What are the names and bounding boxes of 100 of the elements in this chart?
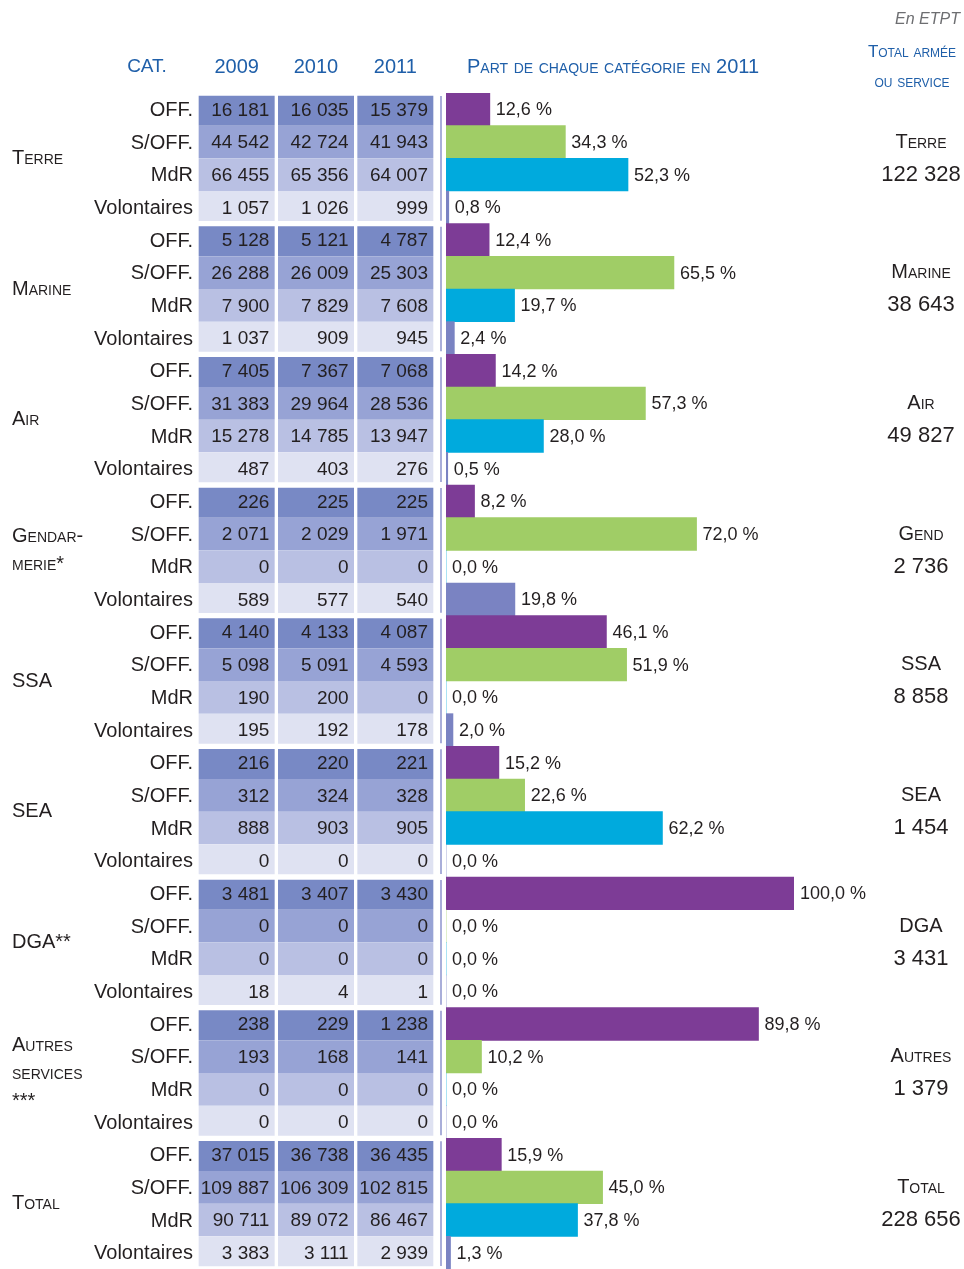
data-label: 34,3 % <box>571 131 628 152</box>
data-label: 66 455 <box>211 163 270 185</box>
data-label: 57,3 % <box>651 393 708 414</box>
data-label: 0 <box>258 1078 270 1100</box>
text: 38 643 <box>887 291 955 317</box>
data-label: 238 <box>237 1013 270 1035</box>
y-tick-label: OFF. <box>149 1012 193 1035</box>
data-label: 0 <box>338 1078 349 1100</box>
data-label: 37 015 <box>211 1143 270 1165</box>
data-label: 487 <box>237 457 270 479</box>
text: Total <box>897 1174 946 1197</box>
data-label: 16 181 <box>211 98 270 120</box>
data-label: 4 593 <box>380 653 428 675</box>
data-label: 3 383 <box>221 1241 270 1263</box>
y-tick-label: Volontaires <box>94 457 193 480</box>
data-label: 0 <box>258 947 270 969</box>
data-label: 0 <box>417 947 428 969</box>
data-label: 0,0 % <box>452 850 499 871</box>
data-label: 3 430 <box>380 882 428 904</box>
data-label: 141 <box>396 1045 428 1067</box>
data-label: 0 <box>338 555 349 577</box>
data-label: 51,9 % <box>632 654 689 675</box>
data-label: 312 <box>237 784 270 806</box>
text: 1 379 <box>893 1075 949 1101</box>
data-label: 1 238 <box>380 1013 428 1035</box>
data-label: 1,3 % <box>456 1242 503 1263</box>
y-tick-label: OFF. <box>149 620 193 643</box>
data-label: 192 <box>316 719 349 741</box>
data-label: 0,0 % <box>452 915 499 936</box>
data-label: 0,0 % <box>452 687 499 708</box>
y-tick-label: MdR <box>150 1208 193 1231</box>
data-label: 221 <box>396 751 428 773</box>
data-label: 26 288 <box>211 261 270 283</box>
data-label: 0,0 % <box>452 1111 499 1132</box>
data-label: 64 007 <box>369 163 428 185</box>
y-tick-label: Volontaires <box>94 1241 193 1264</box>
y-tick-label: S/OFF. <box>130 1045 193 1068</box>
data-label: 36 738 <box>290 1143 349 1165</box>
y-tick-label: Volontaires <box>94 195 193 218</box>
data-label: 3 407 <box>301 882 349 904</box>
data-label: 999 <box>396 196 428 218</box>
data-label: 41 943 <box>369 131 428 153</box>
y-tick-label: OFF. <box>149 228 193 251</box>
data-label: 62,2 % <box>668 817 725 838</box>
data-label: 190 <box>237 686 270 708</box>
data-label: 0,0 % <box>452 981 499 1002</box>
y-tick-label: OFF. <box>149 751 193 774</box>
data-label: 5 128 <box>221 229 270 251</box>
data-label: 216 <box>237 751 270 773</box>
data-label: 0,8 % <box>454 197 501 218</box>
data-label: 5 121 <box>301 229 349 251</box>
y-tick-label: S/OFF. <box>130 261 193 284</box>
data-label: 37,8 % <box>583 1209 640 1230</box>
data-label: 225 <box>396 490 428 512</box>
data-label: 4 087 <box>380 621 428 643</box>
data-label: 13 947 <box>369 425 428 447</box>
y-tick-label: MdR <box>150 816 193 839</box>
y-tick-label: OFF. <box>149 881 193 904</box>
data-label: 0,0 % <box>452 948 499 969</box>
y-tick-label: S/OFF. <box>130 130 193 153</box>
data-label: 2,4 % <box>460 327 507 348</box>
x-tick-label: 2009 <box>214 54 259 77</box>
text: Terre <box>12 145 64 168</box>
data-label: 16 035 <box>290 98 349 120</box>
text: Total armée ou service <box>867 41 957 91</box>
x-tick-label: 2010 <box>293 54 339 77</box>
data-label: 102 815 <box>359 1176 428 1198</box>
y-tick-label: Volontaires <box>94 849 193 872</box>
data-label: 28,0 % <box>549 425 606 446</box>
data-label: 12,6 % <box>495 99 552 120</box>
y-tick-label: Volontaires <box>94 1110 193 1133</box>
text: 8 858 <box>893 683 949 709</box>
y-axis-title: CAT. <box>127 55 167 77</box>
data-label: 0 <box>258 915 270 937</box>
text: Air <box>907 390 935 413</box>
y-tick-label: OFF. <box>149 489 193 512</box>
text: 49 827 <box>887 422 955 448</box>
data-label: 3 111 <box>303 1241 349 1263</box>
data-label: 8,2 % <box>480 491 527 512</box>
y-tick-label: Volontaires <box>94 718 193 741</box>
data-label: 106 309 <box>279 1176 349 1198</box>
y-tick-label: OFF. <box>149 1143 193 1166</box>
data-label: 2 939 <box>380 1241 428 1263</box>
data-label: 26 009 <box>290 261 349 283</box>
y-tick-label: Volontaires <box>94 979 193 1002</box>
data-label: 7 068 <box>380 359 428 381</box>
text: Air <box>12 407 40 430</box>
y-tick-label: S/OFF. <box>130 1175 193 1198</box>
text: Marine <box>891 260 951 283</box>
data-label: 4 787 <box>380 229 428 251</box>
data-label: 44 542 <box>211 131 270 153</box>
data-label: 15,9 % <box>507 1144 564 1165</box>
data-label: 168 <box>316 1045 349 1067</box>
y-tick-label: MdR <box>150 424 193 447</box>
y-tick-label: MdR <box>150 293 193 316</box>
y-tick-label: Volontaires <box>94 326 193 349</box>
data-label: 25 303 <box>369 261 428 283</box>
data-label: 0 <box>338 915 349 937</box>
data-label: 903 <box>316 817 349 839</box>
data-label: 14,2 % <box>501 360 558 381</box>
